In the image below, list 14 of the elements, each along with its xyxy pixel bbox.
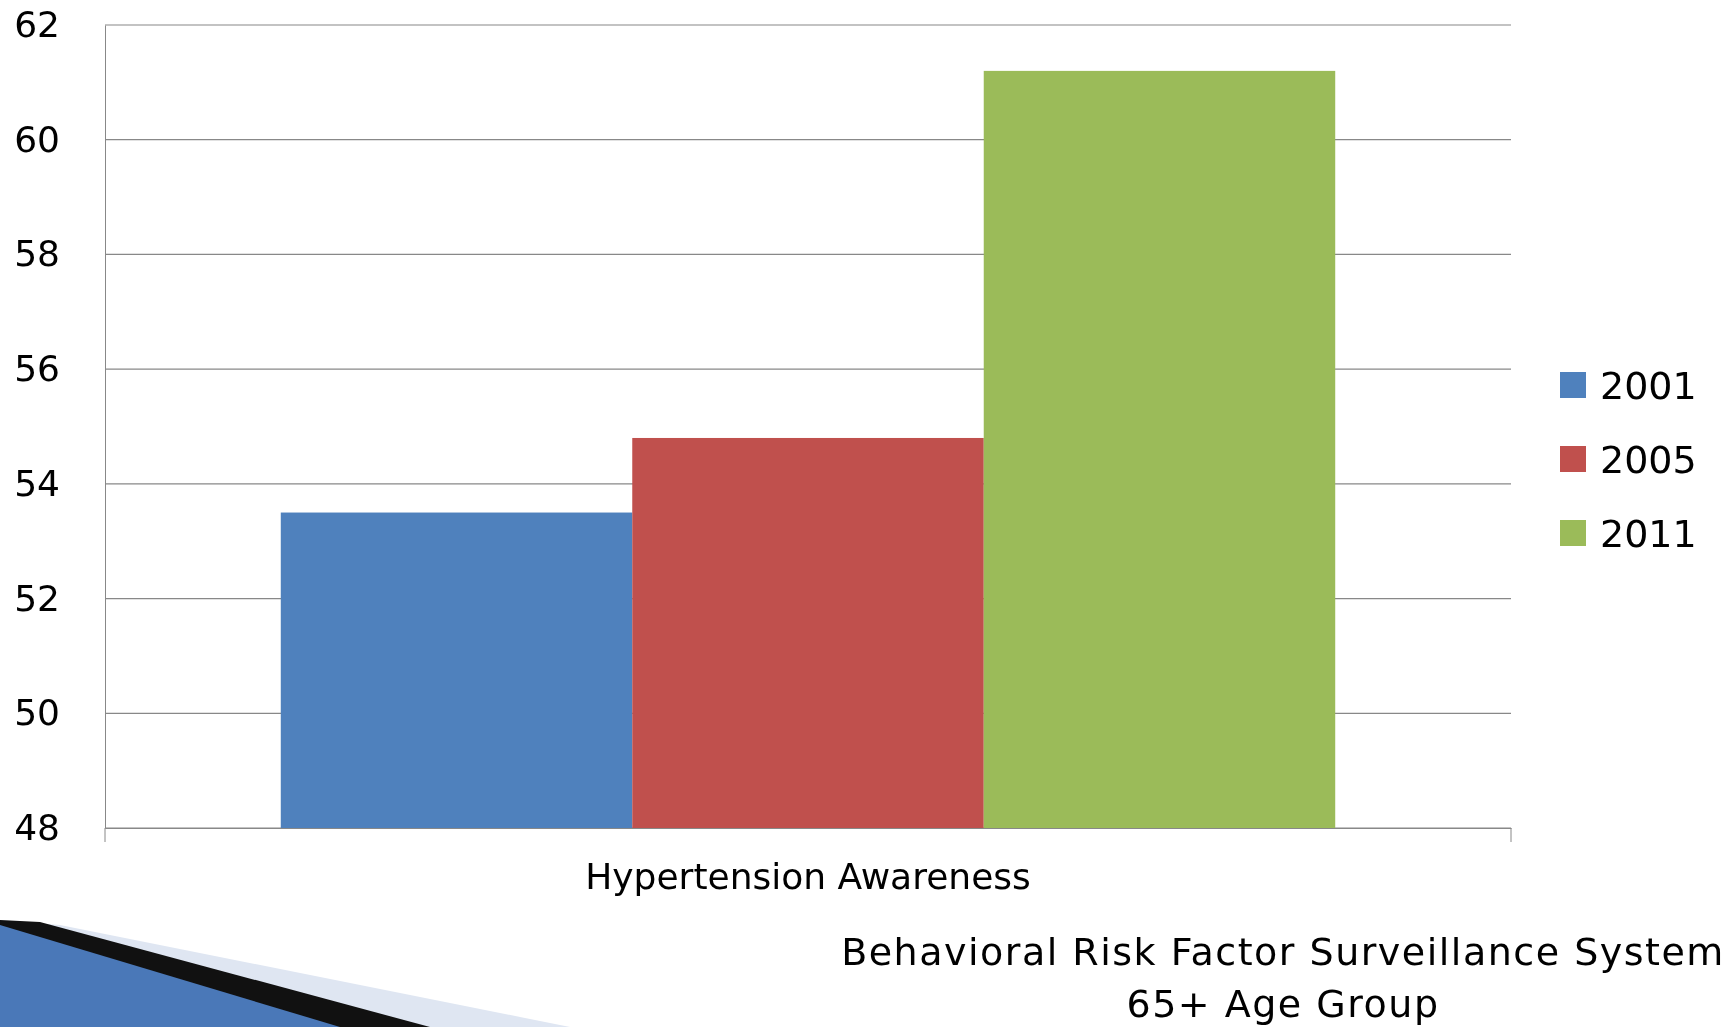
y-tick-label: 54 [14,462,60,504]
legend-label: 2011 [1600,511,1697,556]
legend-label: 2001 [1600,363,1697,408]
legend-label: 2005 [1600,437,1697,482]
x-tick-label: Hypertension Awareness [585,855,1031,897]
y-tick-label: 62 [14,4,60,46]
y-tick-label: 58 [14,233,60,275]
text: Behavioral Risk Factor Surveillance System [841,930,1725,974]
y-tick-label: 50 [14,692,60,734]
y-tick-label: 60 [14,118,60,160]
y-tick-label: 56 [14,348,60,390]
y-tick-label: 48 [14,807,60,849]
y-tick-label: 52 [14,577,60,619]
text: 65+ Age Group [1126,982,1440,1026]
